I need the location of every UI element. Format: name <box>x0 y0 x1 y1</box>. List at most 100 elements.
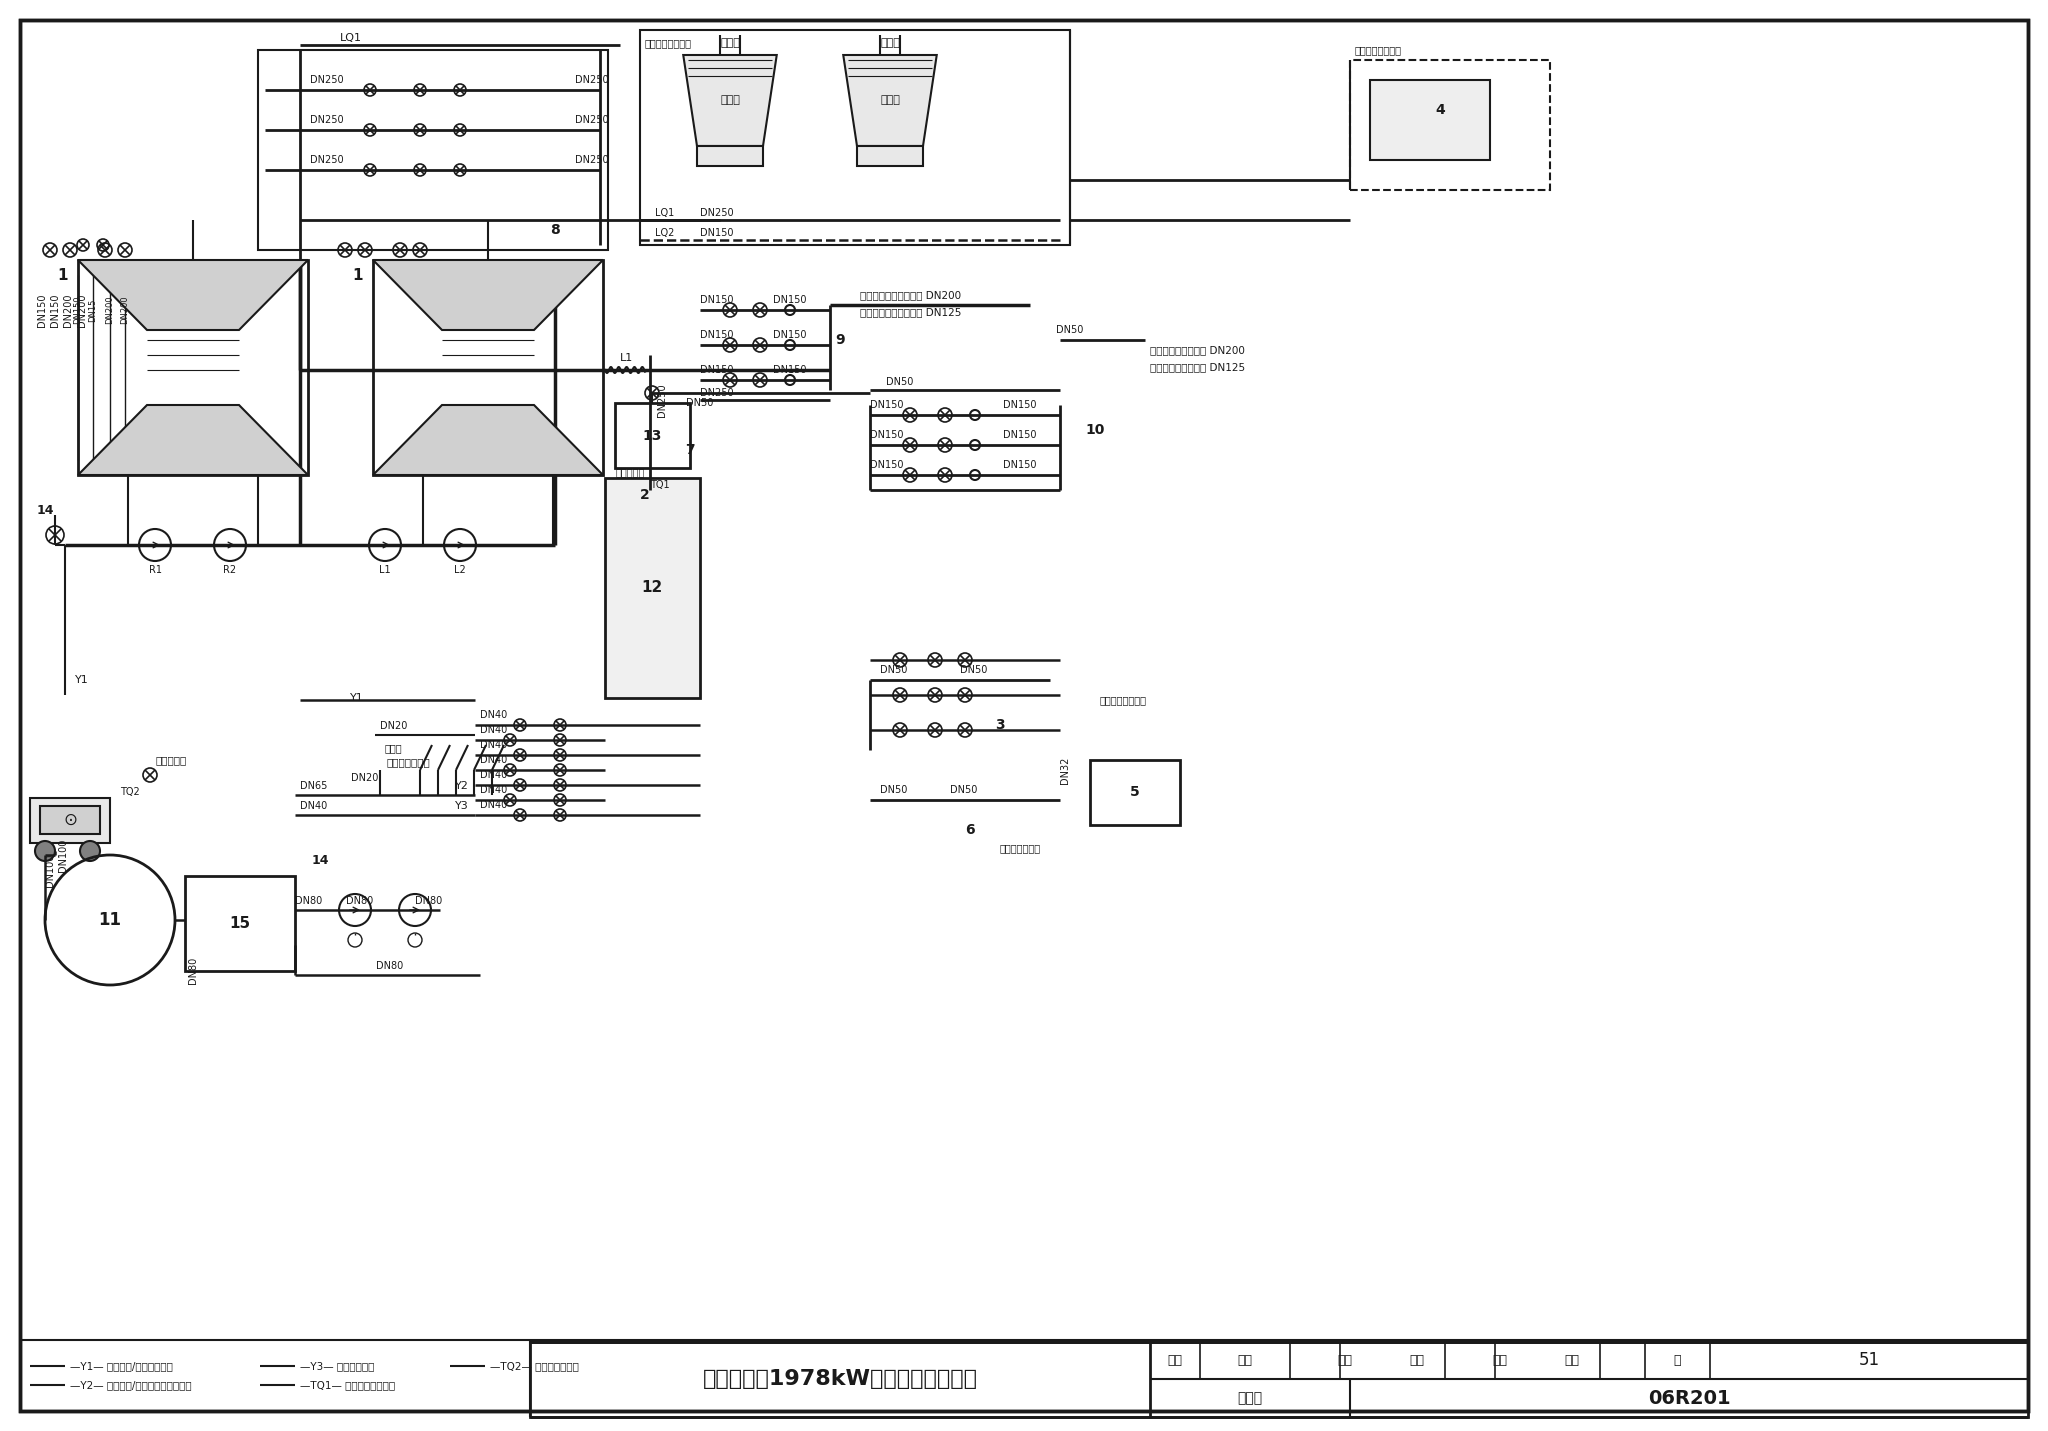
Text: 06R201: 06R201 <box>1649 1388 1731 1408</box>
Polygon shape <box>844 54 936 146</box>
Text: DN65: DN65 <box>299 781 328 791</box>
Text: DN150: DN150 <box>74 296 82 325</box>
Text: R2: R2 <box>223 565 238 575</box>
Text: DN80: DN80 <box>416 896 442 906</box>
Text: DN20: DN20 <box>352 773 379 783</box>
Text: DN150: DN150 <box>870 429 903 439</box>
Text: 51: 51 <box>1858 1351 1880 1369</box>
Bar <box>856 146 924 166</box>
Text: LQ1: LQ1 <box>655 207 674 218</box>
Text: 燃烧器: 燃烧器 <box>385 743 401 753</box>
Text: DN150: DN150 <box>1004 459 1036 469</box>
Bar <box>31 798 111 843</box>
Text: DN150: DN150 <box>870 401 903 411</box>
Text: DN40: DN40 <box>479 710 508 720</box>
Text: DN200: DN200 <box>78 293 86 326</box>
Text: DN80: DN80 <box>377 962 403 972</box>
Circle shape <box>80 841 100 861</box>
Text: DN50: DN50 <box>887 376 913 386</box>
Text: DN150: DN150 <box>700 295 733 305</box>
Text: 1: 1 <box>352 268 362 282</box>
Text: 冷却塔: 冷却塔 <box>721 96 739 106</box>
Text: DN250: DN250 <box>700 388 733 398</box>
Text: DN250: DN250 <box>657 384 668 416</box>
Text: DN250: DN250 <box>309 74 344 84</box>
Text: DN40: DN40 <box>479 740 508 750</box>
Text: 接配楼空调管网供水管 DN125: 接配楼空调管网供水管 DN125 <box>860 308 961 318</box>
Text: 设计: 设计 <box>1493 1354 1507 1367</box>
Text: DN50: DN50 <box>950 786 977 796</box>
Text: DN50: DN50 <box>686 398 713 408</box>
Text: DN250: DN250 <box>309 114 344 124</box>
Bar <box>696 146 764 166</box>
Text: DN100: DN100 <box>45 853 55 887</box>
Text: DN250: DN250 <box>575 155 608 165</box>
Text: DN40: DN40 <box>479 726 508 736</box>
Bar <box>373 260 602 475</box>
Text: DN50: DN50 <box>1057 325 1083 335</box>
Bar <box>184 876 295 972</box>
Bar <box>1090 760 1180 826</box>
Text: 6: 6 <box>965 823 975 837</box>
Text: 吴莹: 吴莹 <box>1237 1354 1253 1367</box>
Text: 8: 8 <box>551 223 559 238</box>
Text: 黄顾: 黄顾 <box>1409 1354 1425 1367</box>
Polygon shape <box>684 54 776 146</box>
Text: 1: 1 <box>57 268 68 282</box>
Text: 图集号: 图集号 <box>1237 1391 1262 1405</box>
Text: ⊙: ⊙ <box>63 811 78 829</box>
Text: DN32: DN32 <box>1061 757 1069 784</box>
Text: DN150: DN150 <box>870 459 903 469</box>
Text: 接主楼空调热回水管 DN200: 接主楼空调热回水管 DN200 <box>1151 345 1245 355</box>
Text: DN150: DN150 <box>700 228 733 238</box>
Text: LQ1: LQ1 <box>340 33 362 43</box>
Text: 页: 页 <box>1673 1354 1681 1367</box>
Text: DN15: DN15 <box>88 298 98 322</box>
Text: 9: 9 <box>836 333 846 346</box>
Text: 接配楼空调热回水管 DN125: 接配楼空调热回水管 DN125 <box>1151 362 1245 372</box>
Text: DN50: DN50 <box>881 665 907 675</box>
Text: DN200: DN200 <box>121 296 129 325</box>
Text: DN40: DN40 <box>479 756 508 766</box>
Text: DN150: DN150 <box>1004 429 1036 439</box>
Text: 14: 14 <box>37 504 53 517</box>
Text: DN150: DN150 <box>49 293 59 326</box>
Circle shape <box>35 841 55 861</box>
Text: —Y1— 日用油箱/直燃机进油管: —Y1— 日用油箱/直燃机进油管 <box>70 1361 172 1371</box>
Text: DN250: DN250 <box>309 155 344 165</box>
Text: 接自来水及隔断阀: 接自来水及隔断阀 <box>1356 44 1403 54</box>
Text: —TQ2— 日用油箱通气管: —TQ2— 日用油箱通气管 <box>489 1361 580 1371</box>
Text: L1: L1 <box>379 565 391 575</box>
Bar <box>78 260 307 475</box>
Text: 4: 4 <box>1436 103 1446 117</box>
Bar <box>614 404 690 468</box>
Text: DN150: DN150 <box>774 295 807 305</box>
Bar <box>1350 60 1550 190</box>
Text: DN80: DN80 <box>295 896 322 906</box>
Text: Y3: Y3 <box>455 801 469 811</box>
Text: DN150: DN150 <box>774 365 807 375</box>
Text: 阻火呼吸阀: 阻火呼吸阀 <box>614 467 645 477</box>
Text: 冷却塔: 冷却塔 <box>881 39 899 49</box>
Text: —Y3— 燃烧器喷油管: —Y3— 燃烧器喷油管 <box>299 1361 375 1371</box>
Text: DN50: DN50 <box>881 786 907 796</box>
Text: L1: L1 <box>621 353 633 363</box>
Polygon shape <box>373 260 602 331</box>
Text: DN80: DN80 <box>346 896 373 906</box>
Text: 阻火呼吸阀: 阻火呼吸阀 <box>156 756 186 766</box>
Text: 接至锅炉燃烧器: 接至锅炉燃烧器 <box>387 757 430 767</box>
Text: 13: 13 <box>643 429 662 444</box>
Text: R1: R1 <box>150 565 162 575</box>
Text: 接主楼空调管网供水管 DN200: 接主楼空调管网供水管 DN200 <box>860 290 961 301</box>
Text: DN80: DN80 <box>188 956 199 983</box>
Text: DN40: DN40 <box>299 801 328 811</box>
Text: 11: 11 <box>98 912 121 929</box>
Text: 总装机容量1978kW空调水系统流程图: 总装机容量1978kW空调水系统流程图 <box>702 1369 977 1390</box>
Text: 接自来水及隔断阀: 接自来水及隔断阀 <box>1100 695 1147 705</box>
Text: DN150: DN150 <box>1004 401 1036 411</box>
Circle shape <box>408 933 422 947</box>
Text: TQ1: TQ1 <box>649 479 670 489</box>
Text: LQ2: LQ2 <box>655 228 674 238</box>
Text: 10: 10 <box>1085 424 1104 436</box>
Text: L2: L2 <box>455 565 465 575</box>
